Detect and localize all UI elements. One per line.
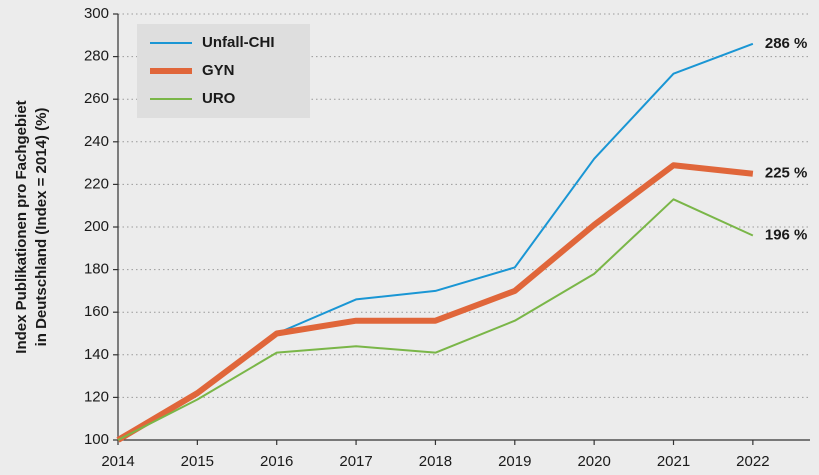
y-tick-label: 100 <box>84 431 109 448</box>
x-tick-label: 2021 <box>657 453 690 470</box>
legend-label: Unfall-CHI <box>202 34 275 51</box>
y-axis-label: Index Publikationen pro Fachgebiet in Deu… <box>13 100 50 353</box>
value-label: 225 % <box>765 165 808 182</box>
y-axis-label-line: Index Publikationen pro Fachgebiet <box>13 100 30 353</box>
x-tick-label: 2016 <box>260 453 293 470</box>
y-tick-label: 300 <box>84 5 109 22</box>
y-tick-label: 140 <box>84 346 109 363</box>
y-axis-label-line: in Deutschland (Index = 2014) (%) <box>33 108 50 347</box>
y-tick-label: 280 <box>84 48 109 65</box>
legend-label: GYN <box>202 62 235 79</box>
y-tick-label: 220 <box>84 175 109 192</box>
value-label: 196 % <box>765 226 808 243</box>
x-tick-label: 2017 <box>339 453 372 470</box>
x-tick-label: 2015 <box>181 453 214 470</box>
line <box>117 198 754 441</box>
x-tick-label: 2019 <box>498 453 531 470</box>
y-tick-label: 120 <box>84 388 109 405</box>
value-label: 286 % <box>765 35 808 52</box>
x-tick-label: 2022 <box>736 453 769 470</box>
y-tick-label: 240 <box>84 133 109 150</box>
y-tick-label: 160 <box>84 303 109 320</box>
y-tick-label: 260 <box>84 90 109 107</box>
x-tick-label: 2014 <box>101 453 134 470</box>
legend-label: URO <box>202 90 236 107</box>
line <box>116 162 754 443</box>
y-tick-label: 200 <box>84 218 109 235</box>
x-tick-label: 2018 <box>419 453 452 470</box>
x-tick-label: 2020 <box>577 453 610 470</box>
y-tick-label: 180 <box>84 261 109 278</box>
